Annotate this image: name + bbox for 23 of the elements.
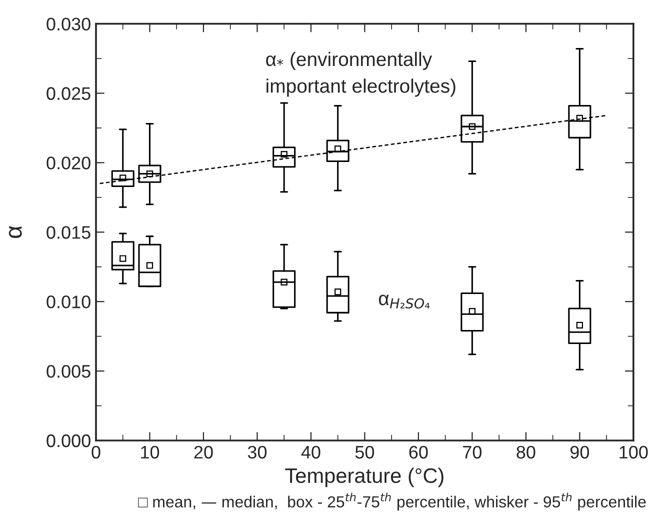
x-tick-label: 50: [355, 446, 374, 459]
y-tick-label: 0.005: [46, 364, 90, 378]
y-axis-title: α: [8, 226, 22, 238]
y-tick-label: 0.020: [46, 156, 90, 170]
x-tick-label: 90: [570, 446, 590, 459]
x-axis-title: Temperature (°C): [285, 468, 444, 488]
x-tick-label: 0: [92, 446, 100, 459]
y-tick-label: 0.030: [46, 18, 90, 30]
x-tick-label: 30: [248, 446, 267, 459]
x-tick-label: 100: [620, 446, 648, 459]
annotation: α$_{*}$ (environmentally important electrolytes): [266, 52, 456, 97]
x-tick-label: 70: [463, 446, 482, 459]
x-tick-label: 60: [409, 446, 428, 459]
y-tick-label: 0.010: [46, 296, 90, 308]
annotation: α$_{H₂SO₄}$: [378, 294, 430, 309]
y-tick-label: 0.015: [46, 226, 90, 239]
y-tick-label: 0.025: [46, 87, 90, 100]
y-tick-label: 0.000: [46, 434, 90, 448]
x-tick-label: 20: [194, 446, 213, 459]
text: □ mean, — median, box - 25$^{th}$-75$^{th}$ percentile, whisker - 95$^{th}$ percentile: [138, 492, 646, 511]
x-tick-label: 80: [516, 446, 536, 459]
x-tick-label: 40: [301, 446, 320, 459]
x-tick-label: 10: [141, 446, 160, 459]
